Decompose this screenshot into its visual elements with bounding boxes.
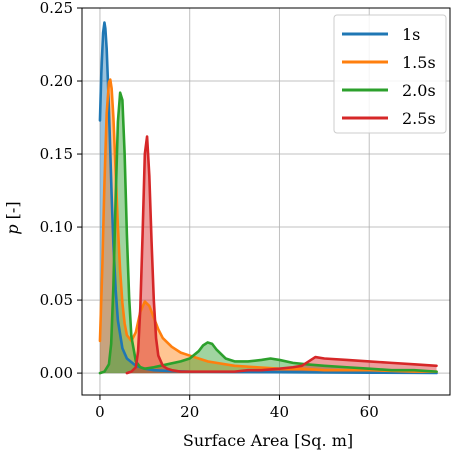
y-tick-label: 0.00 [40, 364, 73, 382]
y-axis-label: p [-] [3, 201, 22, 234]
x-tick-label: 20 [180, 403, 199, 421]
series-line-2.5s [125, 135, 438, 375]
series-line-1.5s [98, 78, 438, 373]
legend-label-1s: 1s [402, 25, 420, 44]
series-line-2.0s [98, 91, 438, 375]
legend: 1s 1.5s 2.0s 2.5s [333, 14, 447, 134]
x-axis-label: Surface Area [Sq. m] [183, 431, 353, 450]
legend-box [333, 14, 447, 134]
y-tick-label: 0.10 [40, 218, 73, 236]
legend-entries: 1s 1.5s 2.0s 2.5s [342, 25, 436, 128]
series-line-1s [98, 21, 438, 375]
x-tick-label: 60 [360, 403, 379, 421]
y-tick-label: 0.15 [40, 145, 73, 163]
series-fill-2.5s [126, 136, 437, 374]
y-axis-label-symbol: p [3, 224, 22, 234]
x-tick-label: 40 [270, 403, 289, 421]
legend-label-2.5s: 2.5s [402, 109, 436, 128]
plot-frame [81, 7, 451, 396]
y-axis-label-unit: [-] [3, 201, 22, 219]
legend-label-1.5s: 1.5s [402, 53, 436, 72]
y-tick-label: 0.05 [40, 291, 73, 309]
y-tick-labels: 0.00 0.05 0.10 0.15 0.20 0.25 [40, 0, 73, 382]
y-tick-label: 0.25 [40, 0, 73, 17]
x-tick-label: 0 [95, 403, 105, 421]
y-tick-label: 0.20 [40, 72, 73, 90]
legend-label-2.0s: 2.0s [402, 81, 436, 100]
x-tick-labels: 0 20 40 60 [95, 403, 379, 421]
axes [77, 7, 451, 400]
series-lines [98, 21, 438, 375]
